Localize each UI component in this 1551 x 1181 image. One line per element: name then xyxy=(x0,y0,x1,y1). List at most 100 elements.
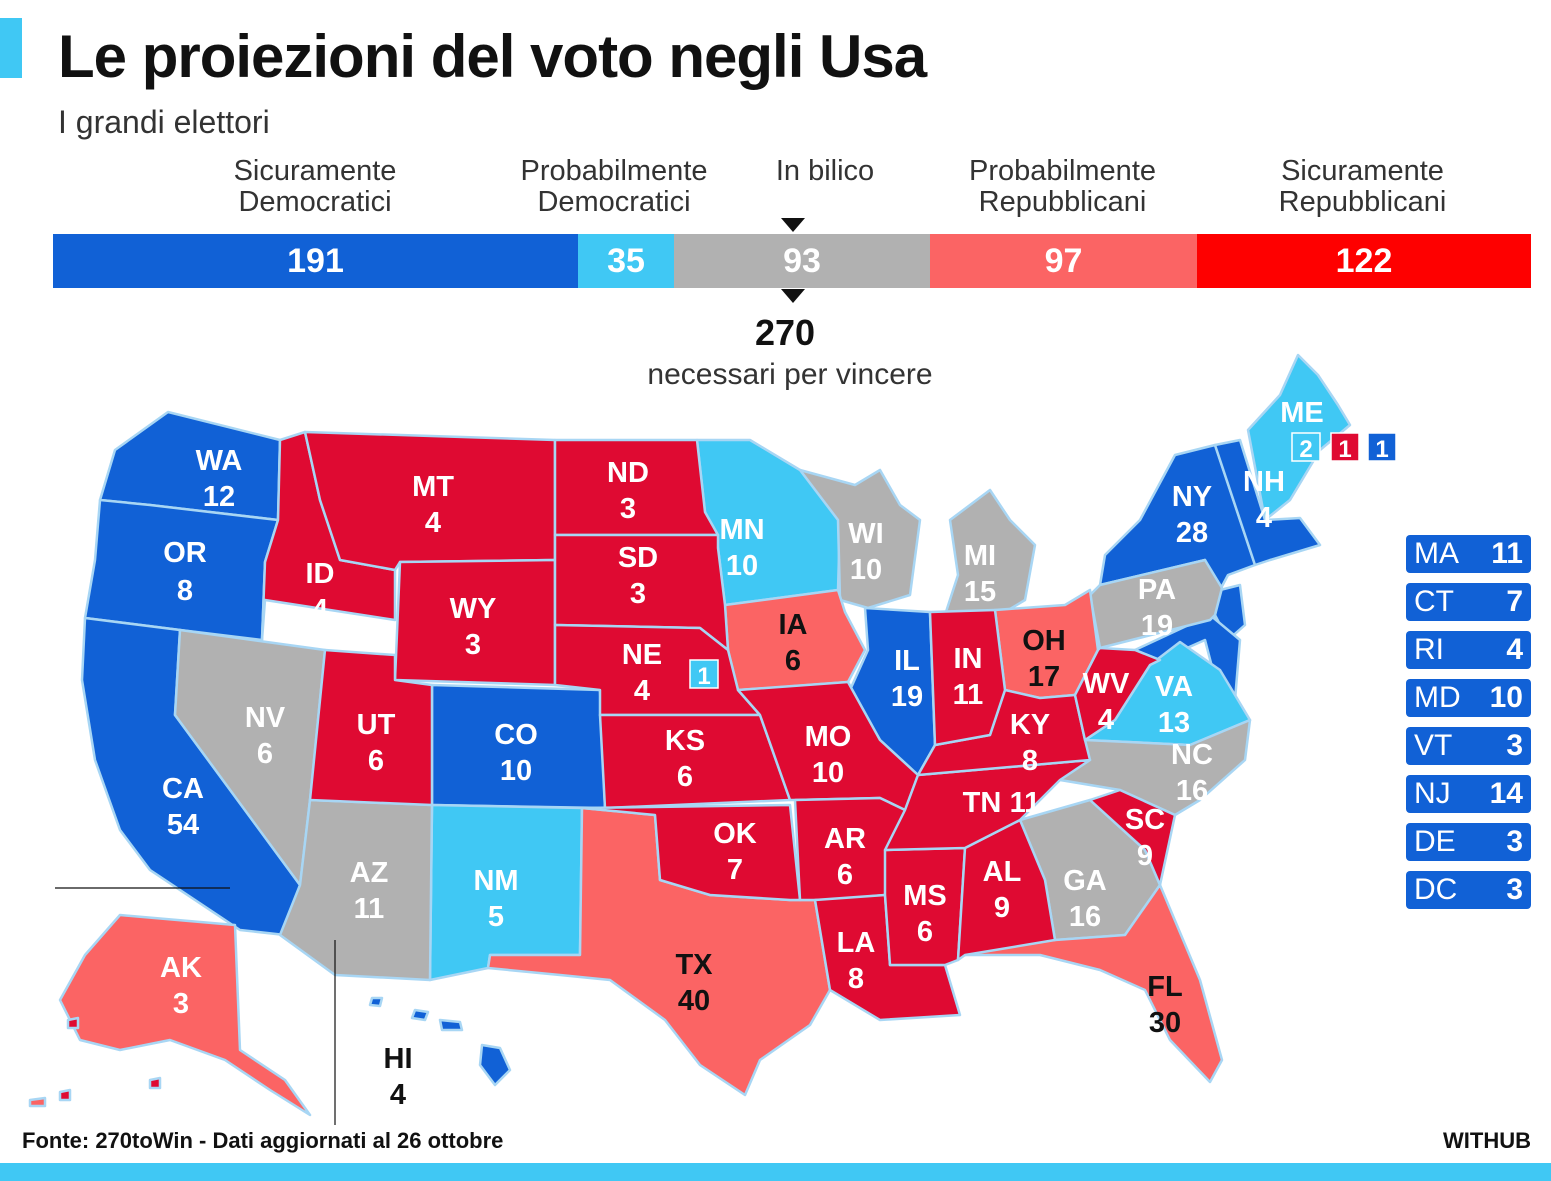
label-NV-ev: 6 xyxy=(257,738,273,770)
label-ID: ID xyxy=(306,558,335,590)
label-MO: MO xyxy=(805,721,852,753)
label-MT: MT xyxy=(412,471,454,503)
state-PA xyxy=(1088,558,1224,650)
label-LA: LA xyxy=(837,927,876,959)
state-HI-islet-2 xyxy=(410,1008,430,1022)
label-WV: WV xyxy=(1083,668,1130,700)
threshold-value: 270 xyxy=(754,312,816,353)
me-dem-badge xyxy=(1367,432,1397,462)
state-OK xyxy=(580,803,802,902)
label-NH-ev: 4 xyxy=(1256,502,1272,534)
label-ND: ND xyxy=(607,457,649,489)
label-AZ-ev: 11 xyxy=(354,893,385,925)
small-state-RI: RI 4 xyxy=(1406,631,1531,669)
label-IA-ev: 6 xyxy=(785,645,801,677)
label-TX: TX xyxy=(675,949,713,981)
label-WY: WY xyxy=(450,593,497,625)
label-AR-ev: 6 xyxy=(837,859,853,891)
label-CA: CA xyxy=(162,773,204,805)
label-SC-ev: 9 xyxy=(1137,840,1153,872)
state-IN xyxy=(928,608,1007,747)
label-AK-ev: 3 xyxy=(173,988,189,1020)
brand-logo: WITHUB xyxy=(1443,1128,1531,1153)
title-accent-bar xyxy=(0,18,22,78)
state-FL xyxy=(948,883,1224,1084)
label-OK: OK xyxy=(713,818,757,850)
label-WY-ev: 3 xyxy=(465,629,481,661)
label-VA: VA xyxy=(1155,671,1193,703)
small-state-abbr: DE xyxy=(1414,825,1456,858)
label-HI: HI xyxy=(384,1043,413,1075)
me-likely-dem-badge xyxy=(1291,432,1321,462)
small-state-ev: 3 xyxy=(1506,873,1523,906)
split-vote-badges: 1 2 1 1 xyxy=(689,432,1397,690)
label-OR-ev: 8 xyxy=(177,575,193,607)
label-MO-ev: 10 xyxy=(812,757,844,789)
state-HI xyxy=(478,1043,512,1087)
threshold-marker-top xyxy=(781,218,805,232)
label-OH: OH xyxy=(1022,625,1066,657)
me-rep-badge xyxy=(1330,432,1360,462)
bottom-accent-bar xyxy=(0,1163,1551,1181)
label-NY-ev: 28 xyxy=(1176,517,1208,549)
label-MT-ev: 4 xyxy=(425,507,441,539)
me-rep-value: 1 xyxy=(1338,436,1351,463)
state-ND xyxy=(553,438,720,537)
segment-likely-dem: 35 xyxy=(578,234,674,288)
label-SD: SD xyxy=(618,542,658,574)
label-PA: PA xyxy=(1138,574,1176,606)
category-label-tossup: In bilico xyxy=(775,155,875,187)
label-KS: KS xyxy=(665,725,705,757)
ak-islet-1 xyxy=(66,1016,80,1030)
label-CA-ev: 54 xyxy=(167,809,199,841)
label-OH-ev: 17 xyxy=(1028,661,1060,693)
small-state-NJ: NJ 14 xyxy=(1406,775,1531,813)
threshold-text: necessari per vincere xyxy=(647,358,933,391)
label-UT-ev: 6 xyxy=(368,745,384,777)
label-NH: NH xyxy=(1243,466,1285,498)
label-MN: MN xyxy=(719,514,764,546)
small-state-MD: MD 10 xyxy=(1406,679,1531,717)
small-state-DE: DE 3 xyxy=(1406,823,1531,861)
small-state-ev: 10 xyxy=(1489,681,1523,714)
category-label-likely-dem: Probabilmente Democratici xyxy=(520,155,708,218)
label-NY: NY xyxy=(1172,481,1212,513)
me-likely-dem-value: 2 xyxy=(1299,436,1312,463)
label-WI-ev: 10 xyxy=(850,554,882,586)
label-MS-ev: 6 xyxy=(917,916,933,948)
label-ID-ev: 4 xyxy=(312,594,328,626)
label-AL-ev: 9 xyxy=(994,892,1010,924)
segment-safe-dem: 191 xyxy=(53,234,578,288)
label-UT: UT xyxy=(357,709,396,741)
label-KY-ev: 8 xyxy=(1022,745,1038,777)
electoral-votes-bar: 191 35 93 97 122 xyxy=(53,234,1531,288)
label-IN: IN xyxy=(954,643,983,675)
label-ND-ev: 3 xyxy=(620,493,636,525)
category-label-likely-rep: Probabilmente Repubblicani xyxy=(969,155,1156,218)
small-state-abbr: MA xyxy=(1414,537,1459,570)
small-state-abbr: MD xyxy=(1414,681,1461,714)
state-UT xyxy=(308,648,434,807)
category-label-safe-dem: Sicuramente Democratici xyxy=(233,155,397,218)
small-states-list: MA 11 CT 7 RI 4 MD 10 VT 3 NJ 14 DE 3 DC 3 xyxy=(1406,535,1531,919)
small-state-abbr: RI xyxy=(1414,633,1444,666)
label-AZ: AZ xyxy=(350,857,389,889)
small-state-ev: 3 xyxy=(1506,729,1523,762)
segment-safe-rep: 122 xyxy=(1197,234,1531,288)
label-GA-ev: 16 xyxy=(1069,901,1101,933)
state-AK xyxy=(58,913,312,1117)
label-FL: FL xyxy=(1147,971,1182,1003)
label-KS-ev: 6 xyxy=(677,761,693,793)
small-state-abbr: DC xyxy=(1414,873,1458,906)
state-MI xyxy=(943,488,1037,617)
segment-likely-rep: 97 xyxy=(930,234,1197,288)
label-NM-ev: 5 xyxy=(488,901,504,933)
label-NC-ev: 16 xyxy=(1176,775,1208,807)
label-HI-ev: 4 xyxy=(390,1079,406,1111)
small-state-ev: 7 xyxy=(1506,585,1523,618)
state-OR xyxy=(83,498,280,642)
label-GA: GA xyxy=(1063,865,1107,897)
segment-tossup: 93 xyxy=(674,234,930,288)
small-state-abbr: VT xyxy=(1414,729,1453,762)
